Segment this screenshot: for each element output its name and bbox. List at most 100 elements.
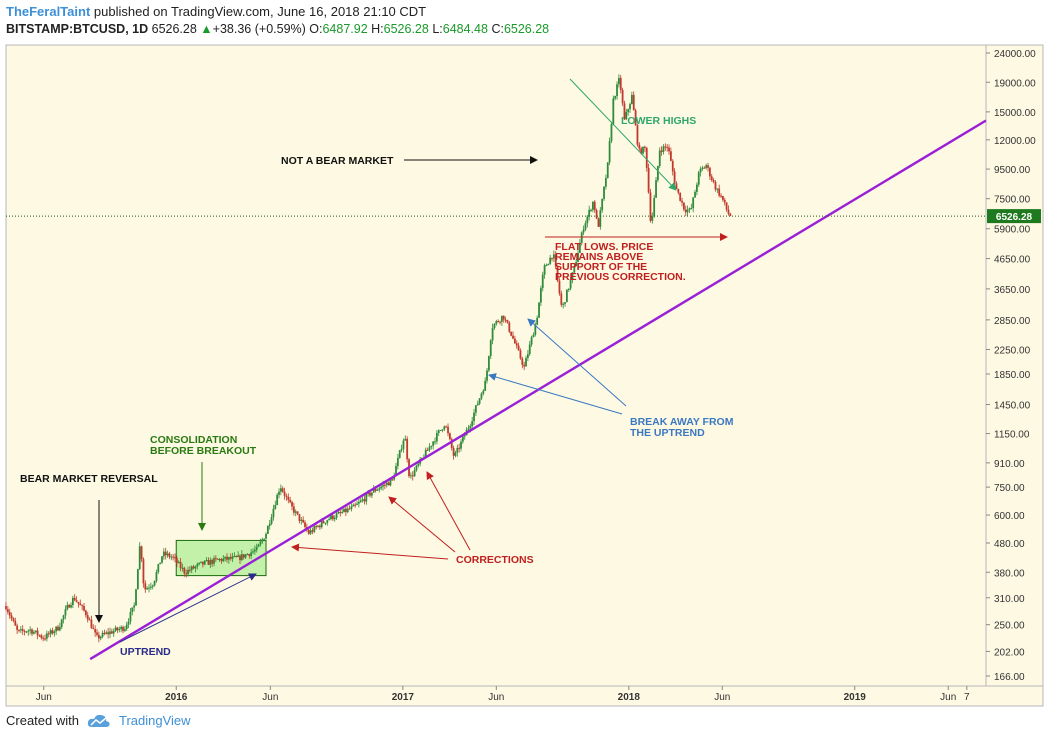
candle-body (669, 151, 672, 161)
candle-body (105, 632, 108, 634)
candle-body (276, 494, 279, 506)
candle-body (138, 546, 141, 570)
candle-body (44, 638, 46, 640)
candle-body (304, 522, 306, 527)
candle-body (12, 618, 15, 621)
correction-arrow-2 (388, 496, 456, 553)
candle-body (688, 208, 691, 210)
candle-body (188, 569, 191, 571)
price-tick-label: 2250.00 (994, 345, 1031, 356)
candle-body (92, 628, 95, 630)
candle-body (723, 199, 726, 203)
candle-body (49, 630, 52, 635)
candle-body (376, 489, 379, 491)
candle-body (285, 495, 288, 497)
candle-body (645, 147, 648, 168)
candle-body (97, 634, 100, 639)
time-tick-label: Jun (714, 692, 730, 703)
candle-body (205, 560, 208, 562)
candle-body (151, 585, 154, 587)
candle-body (73, 597, 76, 601)
candle-body (246, 554, 249, 556)
candle-body (291, 502, 293, 507)
candle-body (194, 566, 197, 569)
tradingview-brand[interactable]: TradingView (118, 713, 191, 728)
candle-body (523, 364, 526, 367)
low-value: 6484.48 (442, 22, 488, 36)
candle-body (560, 293, 563, 305)
candle-body (83, 605, 85, 611)
candle-body (387, 482, 390, 486)
candle-body (690, 208, 693, 210)
candle-body (545, 265, 548, 267)
candle-body (317, 525, 319, 527)
candle-body (53, 631, 56, 634)
candle-body (571, 272, 574, 280)
candle-body (393, 475, 396, 480)
price-axis-background (985, 44, 1044, 687)
candle-body (354, 504, 357, 506)
break-away-arrow-2 (527, 318, 627, 407)
candle-body (153, 580, 156, 586)
flat-lows-label-line1: FLAT LOWS. PRICE (555, 241, 653, 253)
candle-body (434, 441, 436, 443)
plot-background (5, 44, 987, 687)
candle-body (343, 508, 345, 513)
candle-body (382, 484, 384, 487)
candle-body (424, 449, 427, 458)
candle-body (135, 589, 137, 606)
candle-body (450, 439, 453, 449)
candle-body (486, 370, 488, 381)
candle-body (166, 553, 169, 556)
candle-body (655, 180, 657, 198)
candle-body (447, 426, 449, 434)
candle-body (625, 112, 628, 120)
candle-body (10, 615, 13, 619)
candle-body (580, 232, 583, 243)
candle-body (45, 633, 48, 639)
time-tick-label: 2018 (618, 692, 641, 703)
candle-body (34, 630, 37, 632)
author-link[interactable]: TheFeralTaint (6, 4, 91, 19)
time-tick-label: Jun (262, 692, 278, 703)
candle-body (521, 358, 524, 365)
time-axis-background (5, 685, 1044, 707)
candle-body (718, 188, 721, 196)
candle-body (361, 499, 364, 501)
candle-body (578, 242, 581, 253)
candle-body (6, 609, 9, 613)
candle-body (539, 288, 542, 303)
candle-body (183, 567, 186, 574)
candle-body (476, 403, 479, 406)
candle-body (409, 475, 412, 477)
candle-body (478, 398, 481, 404)
candle-body (525, 358, 527, 367)
price-tick-label: 4650.00 (994, 255, 1031, 266)
candle-body (651, 216, 654, 221)
candle-body (441, 429, 444, 431)
candle-body (175, 558, 178, 564)
candle-body (239, 555, 241, 561)
candle-body (99, 636, 102, 639)
candle-body (318, 525, 321, 528)
candle-body (161, 556, 163, 563)
not-a-bear-market-label: NOT A BEAR MARKET (281, 155, 394, 167)
candle-body (32, 631, 35, 634)
candle-body (519, 350, 522, 359)
candle-body (14, 620, 17, 626)
price-chart[interactable]: 24000.00 19000.00 15000.00 12000.00 9500.00 7… (0, 42, 1049, 709)
candle-body (198, 562, 201, 565)
uptrend-label: UPTREND (120, 646, 171, 658)
price-axis: 24000.00 19000.00 15000.00 12000.00 9500.00 7… (986, 49, 1036, 683)
candle-body (508, 322, 511, 332)
candle-body (103, 632, 106, 634)
candle-body (84, 610, 87, 616)
candle-body (123, 629, 126, 631)
candle-body (383, 484, 386, 486)
lower-highs-label: LOWER HIGHS (621, 115, 696, 127)
candle-body (179, 561, 182, 569)
candle-body (363, 499, 366, 502)
candle-body (489, 340, 492, 357)
created-with-text: Created with (6, 713, 79, 728)
candle-body (499, 321, 501, 323)
